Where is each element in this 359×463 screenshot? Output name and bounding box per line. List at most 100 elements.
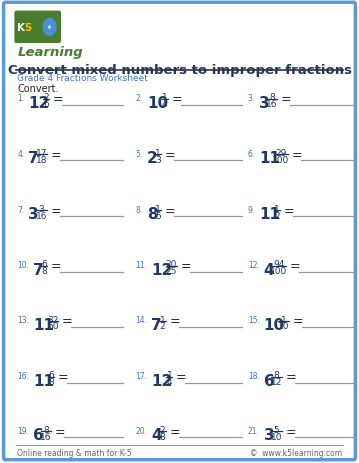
Text: 50: 50 [47, 322, 59, 331]
Text: =: = [62, 315, 73, 328]
Text: 1: 1 [274, 204, 280, 213]
Text: 8: 8 [48, 377, 54, 386]
Text: 11: 11 [33, 373, 54, 388]
Text: 7: 7 [28, 151, 39, 166]
Text: 8: 8 [41, 267, 47, 275]
Text: 4: 4 [162, 100, 168, 109]
Text: 8: 8 [147, 206, 158, 221]
Text: 10: 10 [271, 432, 283, 441]
Text: 12: 12 [151, 262, 173, 277]
Text: 6.: 6. [248, 150, 255, 158]
Text: =: = [58, 370, 68, 383]
Text: 2: 2 [160, 322, 165, 331]
Text: 6: 6 [264, 373, 274, 388]
Text: 29: 29 [275, 149, 286, 157]
Text: 1: 1 [280, 315, 286, 324]
Text: 11: 11 [33, 317, 54, 332]
Text: 12.: 12. [248, 261, 260, 269]
Text: =: = [50, 149, 61, 162]
Text: 11.: 11. [136, 261, 148, 269]
Text: ★: ★ [47, 25, 52, 30]
Text: 17.: 17. [136, 371, 148, 380]
Text: 12: 12 [28, 95, 50, 110]
Text: =: = [285, 370, 296, 383]
Text: 18.: 18. [248, 371, 260, 380]
Text: 3: 3 [259, 95, 270, 110]
Text: 13.: 13. [17, 316, 29, 325]
Text: 10: 10 [147, 95, 168, 110]
Text: =: = [180, 260, 191, 273]
Text: 5.: 5. [136, 150, 143, 158]
Text: 25: 25 [166, 267, 177, 275]
Text: 3: 3 [38, 204, 45, 213]
Text: 3.: 3. [248, 94, 255, 103]
Text: 3: 3 [28, 206, 39, 221]
Text: 94: 94 [273, 260, 284, 269]
Text: 18: 18 [36, 156, 47, 164]
Text: 4: 4 [264, 262, 274, 277]
Text: 100: 100 [270, 267, 287, 275]
Text: 4.: 4. [17, 150, 24, 158]
Text: =: = [164, 204, 175, 217]
Text: 6: 6 [48, 370, 54, 379]
Text: 10: 10 [278, 322, 289, 331]
Text: =: = [164, 149, 175, 162]
Text: 20: 20 [166, 260, 177, 269]
Text: 6: 6 [43, 100, 49, 109]
Text: =: = [53, 93, 64, 106]
Text: 8: 8 [160, 432, 165, 441]
Text: Learning: Learning [17, 46, 83, 59]
Text: =: = [169, 425, 180, 438]
Text: 32: 32 [47, 315, 59, 324]
Text: 3: 3 [264, 427, 274, 442]
Text: 2: 2 [43, 93, 49, 102]
Text: 16: 16 [40, 432, 52, 441]
Text: Grade 4 Fractions Worksheet: Grade 4 Fractions Worksheet [17, 74, 148, 83]
Text: 5: 5 [274, 425, 280, 434]
Text: 6: 6 [41, 260, 47, 269]
Text: ©  www.k5learning.com: © www.k5learning.com [250, 448, 342, 457]
Text: 5: 5 [155, 211, 161, 220]
Text: =: = [285, 425, 296, 438]
Text: =: = [292, 315, 303, 328]
Text: 16: 16 [36, 211, 47, 220]
Text: 1.: 1. [17, 94, 24, 103]
Text: 7: 7 [151, 317, 162, 332]
Text: 8: 8 [269, 93, 275, 102]
Text: 2: 2 [274, 211, 280, 220]
Text: 11: 11 [259, 151, 280, 166]
Text: 16: 16 [266, 100, 278, 109]
Text: =: = [284, 204, 294, 217]
Text: 2: 2 [160, 425, 165, 434]
Text: 1: 1 [160, 315, 165, 324]
Text: =: = [176, 370, 187, 383]
Text: 14.: 14. [136, 316, 148, 325]
FancyBboxPatch shape [14, 12, 61, 44]
Text: 4: 4 [151, 427, 162, 442]
Text: 1: 1 [155, 149, 161, 157]
Text: Online reading & math for K-5: Online reading & math for K-5 [17, 448, 132, 457]
Text: =: = [289, 260, 300, 273]
Text: 10.: 10. [17, 261, 29, 269]
Text: 8: 8 [274, 370, 280, 379]
Text: 100: 100 [272, 156, 289, 164]
FancyBboxPatch shape [4, 3, 355, 460]
Text: =: = [169, 315, 180, 328]
Text: 12: 12 [151, 373, 173, 388]
Text: 15.: 15. [248, 316, 260, 325]
Text: Convert.: Convert. [17, 84, 59, 94]
Text: 8.: 8. [136, 205, 143, 214]
Text: 12: 12 [271, 377, 282, 386]
Text: =: = [50, 204, 61, 217]
Text: 1: 1 [155, 204, 161, 213]
Text: 6: 6 [33, 427, 44, 442]
Text: 17: 17 [36, 149, 47, 157]
Text: 3: 3 [155, 156, 161, 164]
Text: 9.: 9. [248, 205, 255, 214]
Text: 7.: 7. [17, 205, 24, 214]
Text: 2.: 2. [136, 94, 143, 103]
Text: 2: 2 [147, 151, 158, 166]
Text: 1: 1 [162, 93, 168, 102]
Text: 4: 4 [167, 377, 172, 386]
Text: =: = [55, 425, 66, 438]
